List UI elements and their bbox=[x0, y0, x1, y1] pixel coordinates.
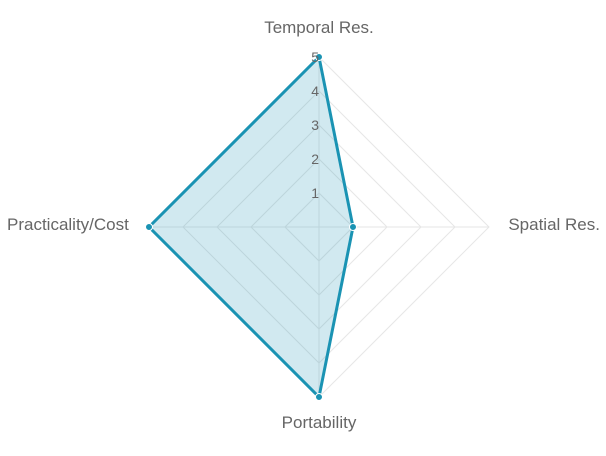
axis-label: Temporal Res. bbox=[264, 18, 374, 37]
data-point bbox=[315, 53, 323, 61]
data-point bbox=[315, 393, 323, 401]
grid-ring bbox=[284, 192, 354, 262]
axis-labels: Temporal Res. Spatial Res. Portability Prac… bbox=[7, 18, 600, 432]
series-area bbox=[146, 53, 355, 401]
tick-label: 2 bbox=[311, 151, 319, 167]
grid-ring bbox=[250, 158, 388, 296]
tick-label: 5 bbox=[311, 49, 319, 65]
tick-label: 4 bbox=[311, 83, 319, 99]
axis-label: Spatial Res. bbox=[508, 215, 600, 234]
radar-series bbox=[145, 53, 357, 401]
axis-label: Practicality/Cost bbox=[7, 215, 129, 234]
radial-tick-labels: 1 2 3 4 5 bbox=[311, 49, 319, 201]
grid-ring bbox=[216, 124, 422, 330]
grid-ring bbox=[182, 90, 456, 364]
axis-label: Portability bbox=[282, 413, 357, 432]
data-point bbox=[349, 223, 357, 231]
tick-label: 3 bbox=[311, 117, 319, 133]
data-point bbox=[145, 223, 153, 231]
tick-label: 1 bbox=[311, 185, 319, 201]
